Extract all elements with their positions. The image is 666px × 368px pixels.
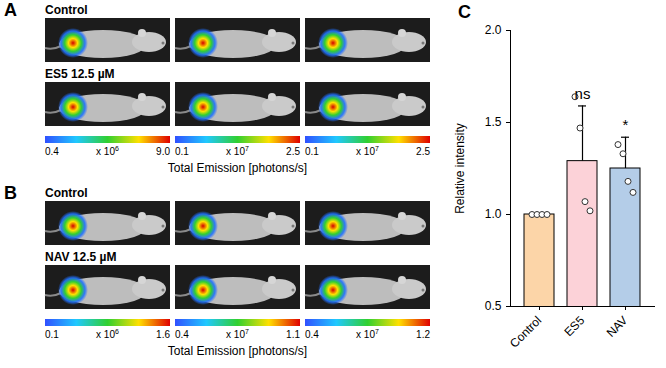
svg-text:1.0: 1.0 xyxy=(485,207,502,221)
svg-text:ES5: ES5 xyxy=(561,313,587,339)
svg-text:x 106: x 106 xyxy=(96,328,119,340)
svg-text:0.1: 0.1 xyxy=(45,329,59,340)
svg-text:NAV 12.5 µM: NAV 12.5 µM xyxy=(45,250,116,264)
svg-text:0.4: 0.4 xyxy=(305,329,319,340)
svg-text:x 106: x 106 xyxy=(96,145,119,157)
svg-text:2.5: 2.5 xyxy=(416,146,430,157)
svg-text:9.0: 9.0 xyxy=(156,146,170,157)
html-text:C: C xyxy=(458,2,471,22)
svg-text:0.1: 0.1 xyxy=(305,146,319,157)
svg-text:B: B xyxy=(4,183,17,203)
svg-text:Total Emission [photons/s]: Total Emission [photons/s] xyxy=(168,344,307,358)
svg-text:0.5: 0.5 xyxy=(485,299,502,313)
svg-text:A: A xyxy=(4,0,17,20)
svg-text:1.6: 1.6 xyxy=(156,329,170,340)
svg-text:1.5: 1.5 xyxy=(485,115,502,129)
svg-text:ns: ns xyxy=(575,85,591,102)
svg-text:Total Emission [photons/s]: Total Emission [photons/s] xyxy=(168,161,307,175)
svg-text:x 107: x 107 xyxy=(226,328,249,340)
svg-text:Control: Control xyxy=(45,3,88,17)
svg-text:0.4: 0.4 xyxy=(175,329,189,340)
svg-text:2.5: 2.5 xyxy=(286,146,300,157)
svg-text:Relative intensity: Relative intensity xyxy=(453,123,467,214)
svg-text:Control: Control xyxy=(507,313,544,350)
svg-text:x 107: x 107 xyxy=(356,145,379,157)
svg-text:x 107: x 107 xyxy=(226,145,249,157)
svg-text:0.1: 0.1 xyxy=(175,146,189,157)
svg-text:0.4: 0.4 xyxy=(45,146,59,157)
svg-text:NAV: NAV xyxy=(604,313,631,340)
svg-text:1.1: 1.1 xyxy=(286,329,300,340)
svg-text:2.0: 2.0 xyxy=(485,23,502,37)
svg-text:1.2: 1.2 xyxy=(416,329,430,340)
svg-text:x 107: x 107 xyxy=(356,328,379,340)
svg-text:ES5 12.5 µM: ES5 12.5 µM xyxy=(45,67,115,81)
svg-text:Control: Control xyxy=(45,186,88,200)
svg-text:*: * xyxy=(623,116,629,133)
